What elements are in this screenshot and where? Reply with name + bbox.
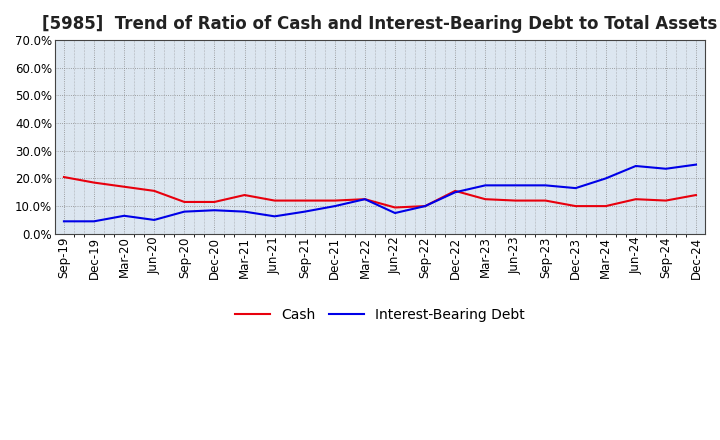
Interest-Bearing Debt: [541, 183, 550, 188]
Interest-Bearing Debt: [240, 209, 249, 214]
Interest-Bearing Debt: [420, 203, 429, 209]
Cash: [60, 174, 68, 180]
Cash: [481, 197, 490, 202]
Interest-Bearing Debt: [662, 166, 670, 172]
Title: [5985]  Trend of Ratio of Cash and Interest-Bearing Debt to Total Assets: [5985] Trend of Ratio of Cash and Intere…: [42, 15, 718, 33]
Cash: [541, 198, 550, 203]
Cash: [240, 192, 249, 198]
Interest-Bearing Debt: [300, 209, 309, 214]
Interest-Bearing Debt: [391, 210, 400, 216]
Interest-Bearing Debt: [270, 214, 279, 219]
Interest-Bearing Debt: [150, 217, 158, 223]
Interest-Bearing Debt: [571, 186, 580, 191]
Interest-Bearing Debt: [90, 219, 99, 224]
Cash: [391, 205, 400, 210]
Interest-Bearing Debt: [481, 183, 490, 188]
Cash: [330, 198, 339, 203]
Interest-Bearing Debt: [511, 183, 520, 188]
Interest-Bearing Debt: [601, 176, 610, 181]
Interest-Bearing Debt: [451, 190, 459, 195]
Interest-Bearing Debt: [60, 219, 68, 224]
Cash: [180, 199, 189, 205]
Cash: [300, 198, 309, 203]
Cash: [631, 197, 640, 202]
Cash: [361, 197, 369, 202]
Cash: [270, 198, 279, 203]
Cash: [120, 184, 128, 189]
Interest-Bearing Debt: [210, 208, 219, 213]
Cash: [571, 203, 580, 209]
Cash: [511, 198, 520, 203]
Interest-Bearing Debt: [692, 162, 701, 167]
Interest-Bearing Debt: [120, 213, 128, 218]
Cash: [150, 188, 158, 194]
Cash: [420, 203, 429, 209]
Cash: [662, 198, 670, 203]
Interest-Bearing Debt: [330, 203, 339, 209]
Cash: [692, 192, 701, 198]
Cash: [90, 180, 99, 185]
Interest-Bearing Debt: [180, 209, 189, 214]
Interest-Bearing Debt: [361, 197, 369, 202]
Cash: [601, 203, 610, 209]
Line: Interest-Bearing Debt: Interest-Bearing Debt: [64, 165, 696, 221]
Cash: [210, 199, 219, 205]
Cash: [451, 188, 459, 194]
Legend: Cash, Interest-Bearing Debt: Cash, Interest-Bearing Debt: [230, 302, 531, 327]
Interest-Bearing Debt: [631, 163, 640, 169]
Line: Cash: Cash: [64, 177, 696, 208]
